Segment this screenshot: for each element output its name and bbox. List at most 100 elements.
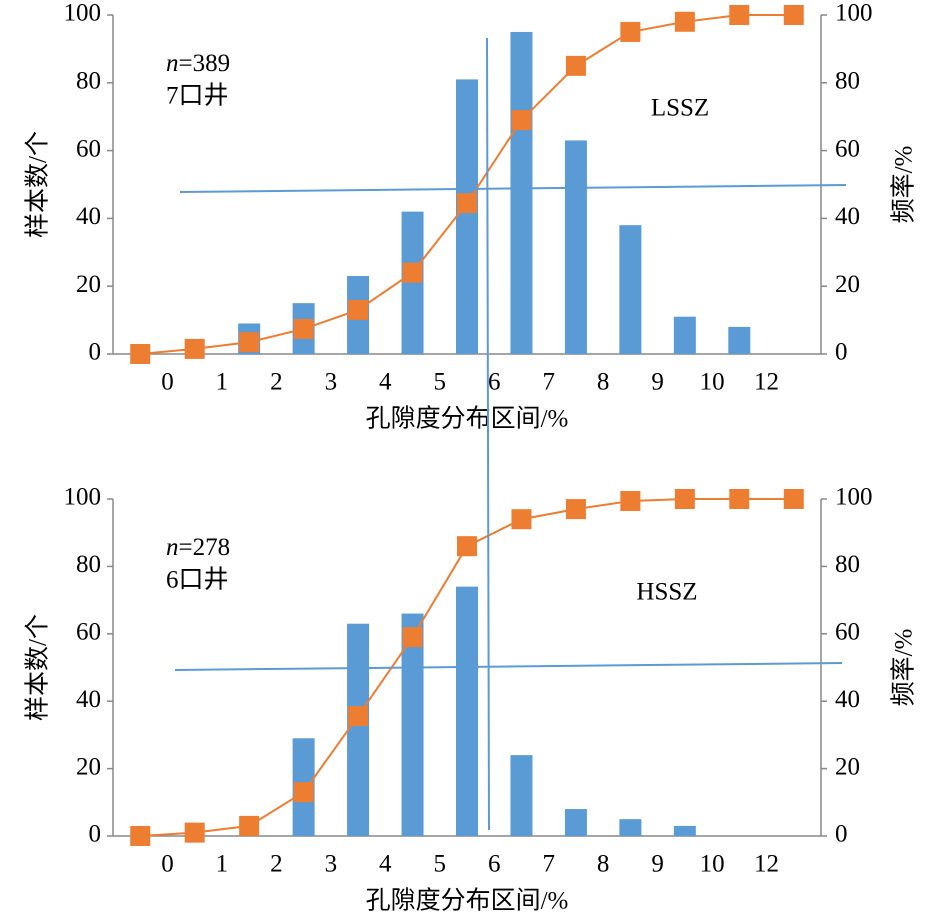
bar bbox=[619, 819, 642, 836]
marker bbox=[674, 489, 695, 509]
x-tick-label: 10 bbox=[700, 369, 725, 396]
bar bbox=[456, 586, 478, 836]
x-tick-label: 9 bbox=[651, 369, 664, 396]
bar bbox=[564, 809, 587, 836]
marker bbox=[620, 491, 641, 512]
y2-tick-label: 80 bbox=[835, 68, 860, 95]
y2-tick-label: 20 bbox=[835, 271, 860, 298]
y2-tick-label: 100 bbox=[835, 484, 873, 511]
bar bbox=[728, 326, 751, 354]
y2-axis-label: 频率/% bbox=[890, 629, 918, 707]
marker bbox=[620, 21, 641, 42]
marker bbox=[184, 338, 205, 359]
x-tick-label: 1 bbox=[216, 369, 229, 396]
bar bbox=[401, 211, 424, 354]
x-tick-label: 4 bbox=[379, 851, 392, 878]
x-tick-label: 4 bbox=[379, 369, 392, 396]
x-tick-label: 2 bbox=[270, 851, 283, 878]
reference-line bbox=[174, 662, 843, 671]
marker bbox=[293, 782, 314, 803]
marker bbox=[565, 499, 586, 520]
annotation: n=389 bbox=[166, 50, 230, 77]
bar bbox=[510, 755, 533, 836]
marker bbox=[348, 706, 369, 727]
x-tick-label: 7 bbox=[542, 851, 555, 878]
bar bbox=[564, 140, 587, 354]
x-tick-label: 6 bbox=[488, 851, 501, 878]
marker bbox=[729, 5, 750, 25]
annotation: 6口井 bbox=[166, 566, 229, 594]
marker bbox=[783, 489, 804, 509]
marker bbox=[457, 536, 477, 557]
marker bbox=[402, 627, 423, 648]
bar bbox=[673, 825, 696, 836]
marker bbox=[511, 110, 532, 131]
y-tick-label: 20 bbox=[76, 271, 101, 298]
marker bbox=[402, 262, 423, 283]
y-tick-label: 20 bbox=[76, 753, 101, 780]
y-tick-label: 0 bbox=[89, 821, 102, 848]
y2-tick-label: 100 bbox=[835, 0, 873, 27]
y-tick-label: 100 bbox=[64, 484, 102, 511]
marker bbox=[511, 509, 532, 530]
x-tick-label: 12 bbox=[754, 851, 779, 878]
bar bbox=[619, 225, 642, 354]
x-axis-label: 孔隙度分布区间/% bbox=[366, 887, 569, 915]
x-axis-label: 孔隙度分布区间/% bbox=[366, 405, 569, 433]
marker bbox=[783, 5, 804, 25]
x-tick-label: 6 bbox=[488, 369, 501, 396]
y2-tick-label: 80 bbox=[835, 551, 860, 578]
y-tick-label: 40 bbox=[76, 203, 101, 230]
annotation: LSSZ bbox=[651, 95, 709, 122]
y2-tick-label: 60 bbox=[835, 619, 860, 646]
y-tick-label: 80 bbox=[76, 68, 101, 95]
reference-line bbox=[179, 184, 847, 193]
x-tick-label: 5 bbox=[434, 851, 447, 878]
annotation: n=278 bbox=[166, 534, 230, 561]
marker bbox=[239, 815, 260, 836]
y2-tick-label: 40 bbox=[835, 686, 860, 713]
y-tick-label: 40 bbox=[76, 686, 101, 713]
marker bbox=[130, 826, 151, 846]
marker bbox=[674, 11, 695, 32]
bar bbox=[510, 31, 533, 354]
x-tick-label: 8 bbox=[597, 851, 610, 878]
y2-axis-label: 频率/% bbox=[890, 146, 918, 224]
x-tick-label: 3 bbox=[325, 851, 338, 878]
y2-tick-label: 0 bbox=[835, 821, 848, 848]
marker bbox=[348, 299, 369, 320]
reference-line bbox=[486, 37, 490, 831]
marker bbox=[457, 193, 477, 214]
y-tick-label: 80 bbox=[76, 551, 101, 578]
annotation: 7口井 bbox=[166, 82, 229, 110]
y2-tick-label: 0 bbox=[835, 339, 848, 366]
marker bbox=[239, 332, 260, 353]
x-tick-label: 0 bbox=[161, 369, 174, 396]
y-tick-label: 100 bbox=[64, 0, 102, 27]
x-tick-label: 3 bbox=[325, 369, 338, 396]
marker bbox=[729, 489, 750, 509]
bar bbox=[401, 613, 424, 836]
marker bbox=[184, 822, 205, 843]
x-tick-label: 1 bbox=[216, 851, 229, 878]
x-tick-label: 5 bbox=[434, 369, 447, 396]
y-axis-label: 样本数/个 bbox=[24, 131, 52, 238]
y-tick-label: 60 bbox=[76, 619, 101, 646]
marker bbox=[565, 55, 586, 76]
x-tick-label: 2 bbox=[270, 369, 283, 396]
x-tick-label: 10 bbox=[700, 851, 725, 878]
marker bbox=[130, 344, 151, 364]
y-tick-label: 0 bbox=[89, 339, 102, 366]
y-axis-label: 样本数/个 bbox=[24, 614, 52, 721]
x-tick-label: 7 bbox=[542, 369, 555, 396]
x-tick-label: 9 bbox=[651, 851, 664, 878]
bar bbox=[456, 79, 478, 354]
x-tick-label: 0 bbox=[161, 851, 174, 878]
y2-tick-label: 20 bbox=[835, 753, 860, 780]
x-tick-label: 8 bbox=[597, 369, 610, 396]
annotation: HSSZ bbox=[636, 579, 697, 606]
